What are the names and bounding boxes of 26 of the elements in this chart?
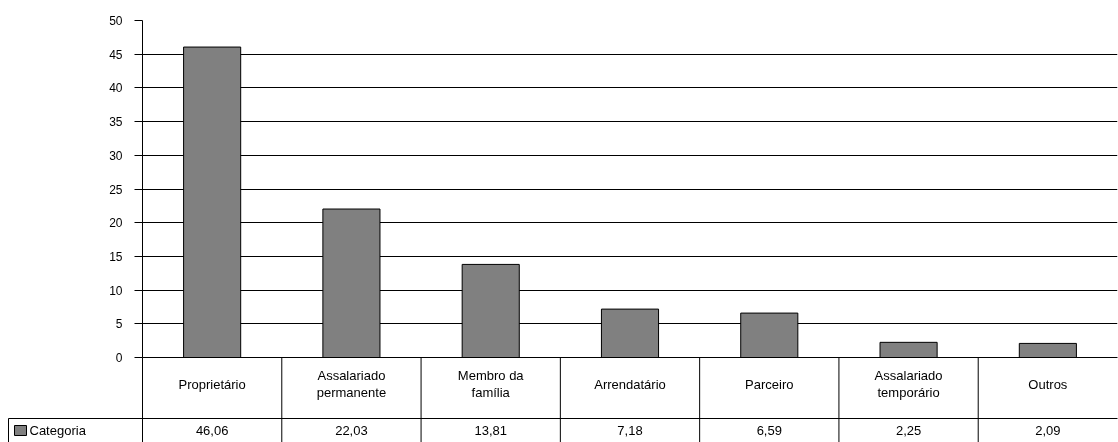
x-tick-label: Arrendatário xyxy=(594,376,666,392)
data-label: 22,03 xyxy=(335,423,368,438)
data-label: 6,59 xyxy=(756,423,782,438)
data-label: 2,09 xyxy=(1035,423,1061,438)
y-tick-label: 50 xyxy=(109,14,123,28)
y-tick-label: 45 xyxy=(109,47,123,62)
y-tick-label: 40 xyxy=(109,81,123,96)
y-tick-label: 25 xyxy=(109,182,123,197)
y-tick-label: 5 xyxy=(115,317,123,332)
y-tick-label: 15 xyxy=(109,249,123,264)
x-tick-label: Assalariado permanente xyxy=(316,367,387,401)
data-label: 13,81 xyxy=(474,423,507,438)
y-tick-label: 30 xyxy=(109,148,123,163)
x-tick-label: Membro da família xyxy=(457,367,525,401)
data-label: 46,06 xyxy=(195,423,229,438)
x-tick-label: Proprietário xyxy=(178,376,246,392)
data-label: 7,18 xyxy=(617,423,643,438)
y-tick-label: 0 xyxy=(115,351,123,365)
x-tick-label: Parceiro xyxy=(745,376,794,392)
x-tick-label: Outros xyxy=(1028,376,1068,392)
y-tick-label: 10 xyxy=(109,283,123,298)
y-tick-label: 20 xyxy=(109,216,123,231)
data-label: 2,25 xyxy=(895,423,922,438)
y-tick-label: 35 xyxy=(109,115,123,130)
legend-label: Categoria xyxy=(29,423,87,438)
x-tick-label: Assalariado temporário xyxy=(874,367,943,401)
